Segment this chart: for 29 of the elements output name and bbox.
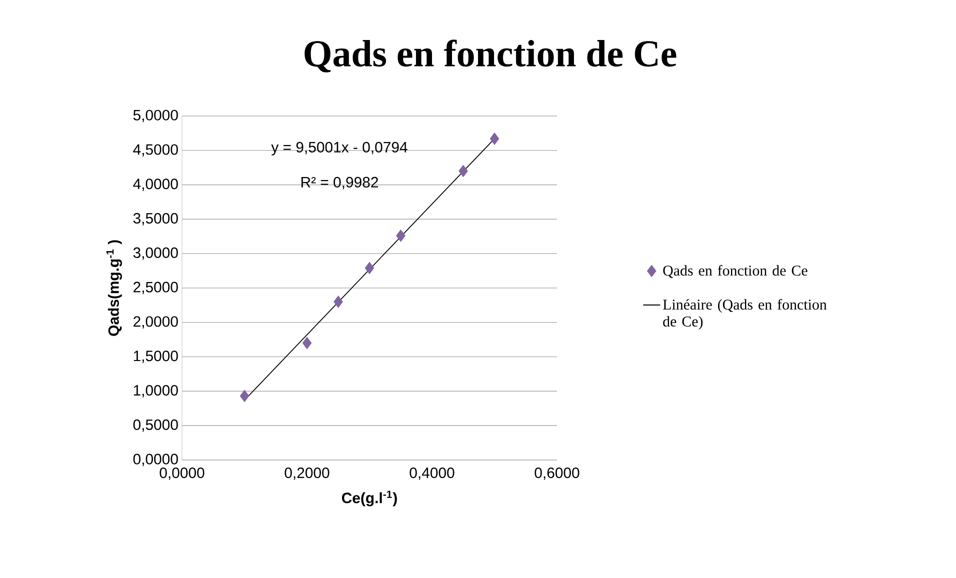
x-tick-label: 0,4000 — [410, 468, 454, 480]
point — [396, 230, 406, 242]
y-tick-label: 1,0000 — [134, 385, 178, 398]
y-tick-label: 4,5000 — [133, 144, 178, 157]
y-tick-label: 4,0000 — [133, 178, 178, 191]
annotation: R² = 0,9982 — [301, 176, 378, 190]
y-axis-title: Qads(mg.g$^{-1}$ ) — [106, 240, 122, 336]
x-tick-label: 0,2000 — [284, 468, 330, 480]
legend-label: Linéaire (Qads en fonction de Ce) — [663, 298, 827, 330]
y-tick-label: 2,0000 — [134, 316, 178, 329]
y-tick-label: 0,5000 — [133, 419, 178, 432]
y-tick-label: 3,0000 — [133, 247, 178, 260]
y-tick-label: 1,5000 — [134, 350, 178, 363]
x-tick-label: 0,0000 — [160, 468, 204, 480]
x-axis-title: Ce(g.l$^{-1}$) — [342, 490, 397, 506]
y-tick-label: 5,0000 — [133, 110, 178, 122]
point — [302, 336, 312, 350]
point — [240, 390, 250, 402]
point — [364, 262, 374, 274]
point — [458, 164, 468, 178]
y-tick-label: 2,5000 — [134, 282, 178, 294]
point — [490, 132, 500, 145]
y-tick-label: 0,0000 — [133, 454, 178, 466]
y-tick-label: 3,5000 — [133, 213, 178, 226]
point — [334, 296, 343, 308]
annotation: y = 9,5001x - 0,0794 — [271, 142, 408, 156]
x-tick-label: 0,6000 — [534, 468, 580, 480]
legend-label: Qads en fonction de Ce — [663, 264, 808, 278]
chart-title: Qads en fonction de Ce — [304, 40, 676, 72]
